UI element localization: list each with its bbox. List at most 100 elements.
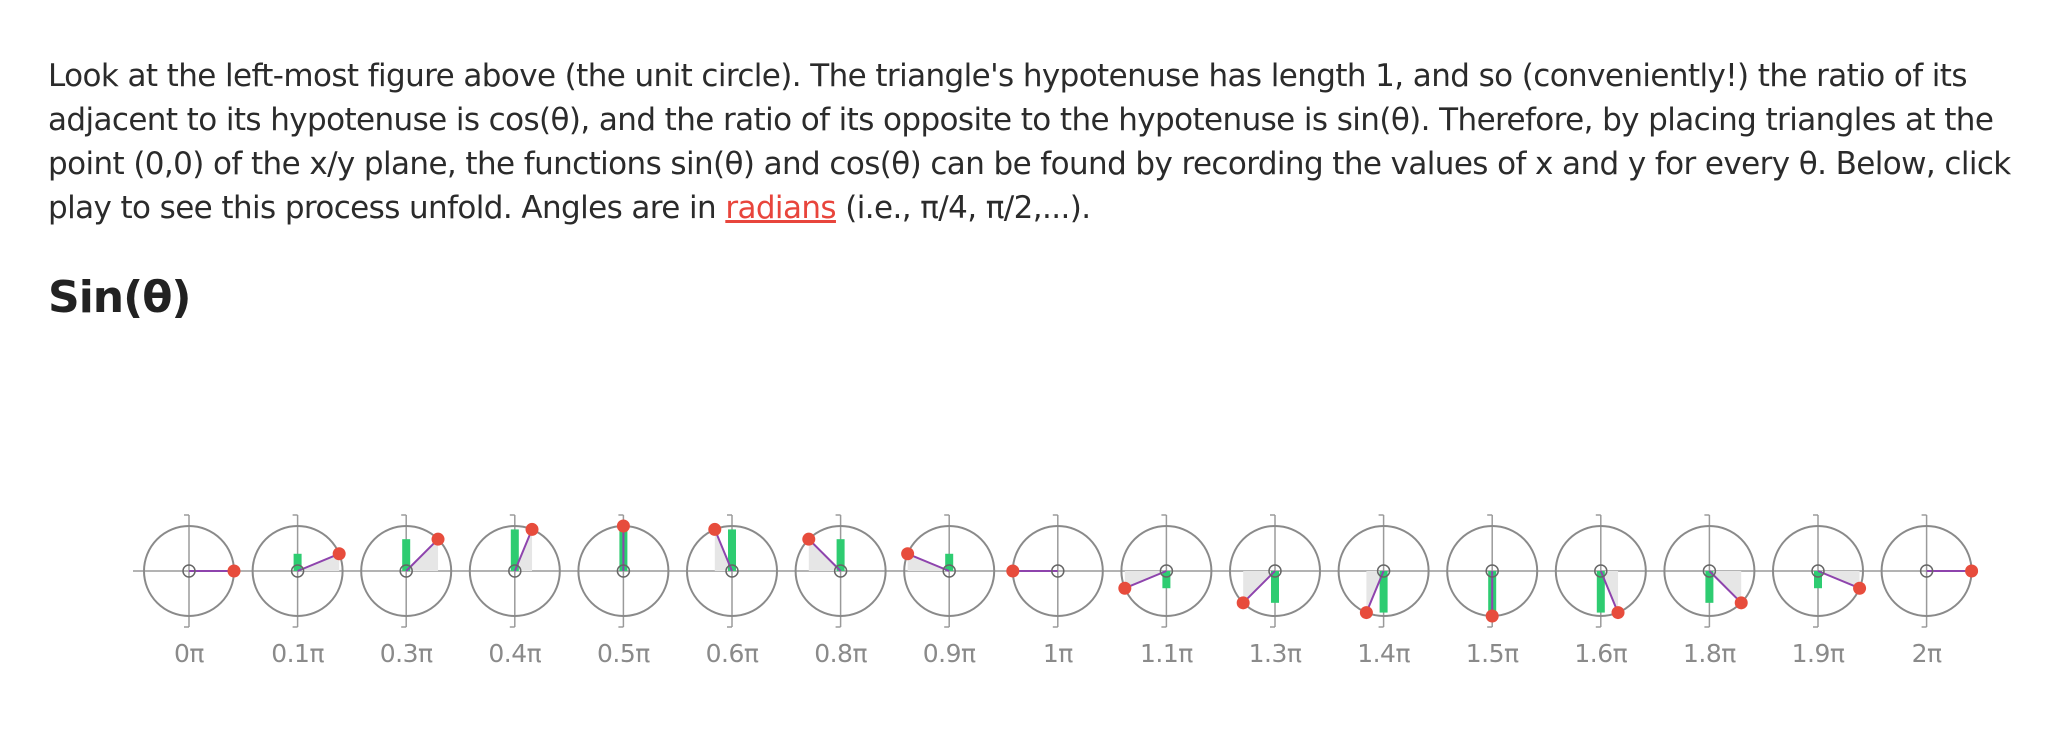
hypotenuse-line	[1124, 570, 1167, 590]
radians-link[interactable]: radians	[725, 190, 836, 226]
origin-marker	[1268, 564, 1282, 578]
hypotenuse-line	[405, 538, 439, 572]
unit-circle	[251, 525, 344, 617]
unit-circle	[1229, 525, 1321, 617]
angle-point	[616, 519, 630, 533]
triangle-area	[1709, 571, 1742, 603]
unit-circle-8: 1π	[1006, 514, 1104, 668]
intro-paragraph: Look at the left-most figure above (the …	[48, 54, 2038, 230]
unit-circle-11: 1.4π	[1337, 514, 1430, 668]
unit-circle	[360, 525, 453, 617]
origin-marker	[1159, 564, 1174, 578]
sine-bar	[1596, 571, 1605, 613]
angle-point	[1118, 581, 1132, 595]
unit-circle-6: 0.8π	[794, 514, 887, 668]
angle-point	[525, 522, 539, 536]
angle-label: 0.3π	[380, 639, 433, 668]
hypotenuse-line	[1708, 570, 1742, 604]
sine-bar	[1271, 571, 1279, 603]
angle-label: 0.5π	[597, 639, 650, 668]
angle-point	[1611, 606, 1625, 620]
origin-marker	[725, 564, 739, 578]
unit-circle-9: 1.1π	[1118, 514, 1213, 668]
unit-circle-3: 0.4π	[468, 514, 561, 668]
origin-marker	[616, 564, 631, 578]
intro-text: Look at the left-most figure above (the …	[48, 58, 2011, 226]
unit-circle-sequence: 0π 0.1π 0.3π 0.4π 0.5π 0.6π 0.8π 0.9π 1π 1.1π 1.3π…	[133, 514, 1979, 668]
hypotenuse-line	[907, 552, 950, 572]
unit-circle-10: 1.3π	[1229, 514, 1321, 668]
origin-marker	[833, 564, 848, 578]
unit-circle	[468, 525, 561, 617]
angle-label: 1π	[1043, 639, 1073, 668]
origin-marker	[942, 564, 956, 578]
angle-point	[1734, 596, 1748, 610]
unit-circle-15: 1.9π	[1772, 514, 1867, 668]
angle-point	[1236, 596, 1250, 610]
origin-marker	[1702, 564, 1717, 578]
angle-label: 1.3π	[1249, 639, 1302, 668]
unit-circle	[1120, 525, 1213, 617]
sine-bar	[510, 529, 519, 571]
origin-marker	[1051, 564, 1065, 578]
unit-circle-16: 2π	[1880, 514, 1979, 668]
origin-marker	[508, 564, 522, 578]
angle-label: 2π	[1912, 639, 1942, 668]
hypotenuse-line	[1365, 570, 1385, 613]
hypotenuse-line	[713, 529, 733, 572]
angle-point	[1485, 609, 1499, 623]
unit-circle-12: 1.5π	[1446, 514, 1539, 668]
origin-marker	[1485, 564, 1499, 578]
angle-label: 0.9π	[923, 639, 976, 668]
origin-marker	[1919, 564, 1934, 578]
unit-circle	[1554, 525, 1647, 617]
angle-point	[1965, 564, 1979, 578]
unit-circle-4: 0.5π	[577, 514, 670, 668]
unit-circle	[1337, 525, 1430, 617]
angle-label: 0.8π	[814, 639, 867, 668]
hypotenuse-line	[297, 552, 340, 572]
hypotenuse-line	[808, 538, 842, 572]
angle-label: 1.1π	[1140, 639, 1193, 668]
triangle-area	[297, 553, 340, 571]
unit-circle	[794, 525, 887, 617]
hypotenuse-line	[1817, 570, 1860, 590]
origin-marker	[182, 564, 196, 578]
sine-bar	[1814, 571, 1822, 589]
unit-circle-5: 0.6π	[686, 514, 778, 668]
angle-label: 0.6π	[706, 639, 759, 668]
unit-circle-1: 0.1π	[251, 514, 346, 668]
angle-point	[802, 532, 816, 546]
sine-bar	[402, 539, 411, 571]
unit-circle-2: 0.3π	[360, 514, 453, 668]
intro-text-end: (i.e., π/4, π/2,...).	[835, 190, 1091, 226]
angle-label: 1.6π	[1574, 639, 1627, 668]
angle-label: 0.4π	[488, 639, 541, 668]
origin-marker	[399, 564, 413, 578]
angle-label: 1.8π	[1683, 639, 1736, 668]
unit-circle-14: 1.8π	[1663, 514, 1756, 668]
unit-circle-0: 0π	[143, 514, 241, 668]
angle-label: 0π	[174, 639, 204, 668]
origin-marker	[290, 564, 305, 578]
angle-label: 1.5π	[1466, 639, 1519, 668]
hypotenuse-line	[513, 529, 533, 572]
hypotenuse-line	[1242, 570, 1276, 604]
sine-bar	[1705, 571, 1714, 603]
sine-bar	[293, 553, 302, 571]
angle-point	[431, 532, 445, 546]
unit-circle	[1772, 525, 1864, 617]
origin-marker	[1811, 564, 1825, 578]
hypotenuse-line	[1599, 570, 1619, 613]
angle-point	[708, 522, 722, 536]
angle-point	[332, 547, 346, 561]
angle-point	[1359, 606, 1373, 620]
origin-marker	[1594, 564, 1608, 578]
angle-point	[227, 564, 241, 578]
angle-point	[901, 547, 915, 561]
unit-circle	[903, 525, 996, 617]
section-title: Sin(θ)	[48, 272, 192, 323]
triangle-area	[1243, 571, 1275, 603]
angle-point	[1853, 581, 1867, 595]
angle-label: 1.4π	[1357, 639, 1410, 668]
